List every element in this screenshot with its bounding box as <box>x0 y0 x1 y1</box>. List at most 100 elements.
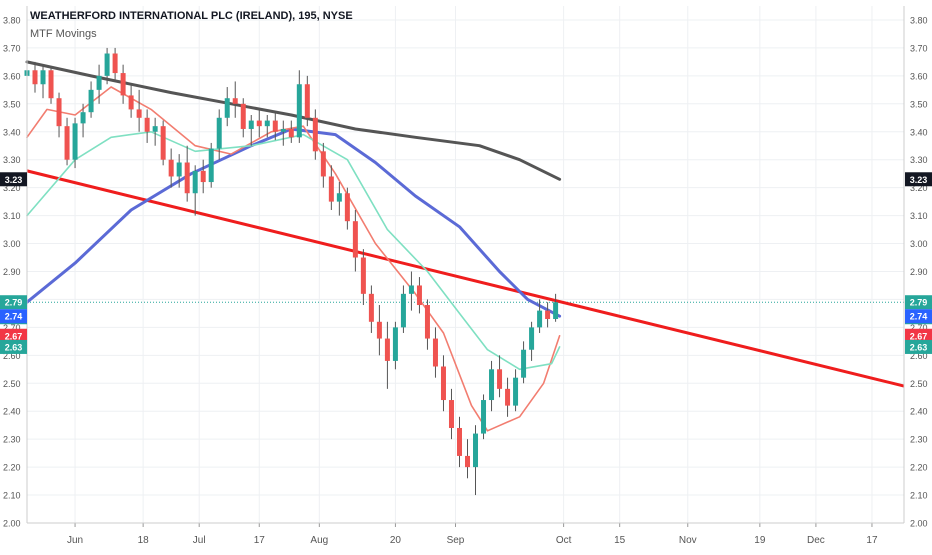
price-label-bg-left <box>0 309 27 324</box>
y-tick-label-left: 2.10 <box>3 491 21 501</box>
candle-down <box>32 70 38 85</box>
candle-up <box>152 126 158 132</box>
ma-red-line <box>26 86 561 432</box>
y-tick-label-right: 3.00 <box>910 239 928 249</box>
price-label-bg-left <box>0 295 27 310</box>
candle-up <box>553 302 559 319</box>
x-tick-label: Dec <box>807 535 825 546</box>
candle-down <box>136 109 142 118</box>
x-tick-label: 17 <box>254 535 266 546</box>
candle-down <box>424 305 430 339</box>
price-labels: 3.233.232.792.7943:2143:212.742.742.672.… <box>0 172 932 354</box>
candle-down <box>328 176 334 202</box>
candle-down <box>344 193 350 222</box>
candle-up <box>192 170 198 194</box>
candle-down <box>168 159 174 177</box>
candle-down <box>497 369 503 389</box>
candle-down <box>128 95 134 110</box>
candle-up <box>216 117 222 149</box>
candle-down <box>240 103 246 129</box>
candle-up <box>296 84 302 138</box>
candle-up <box>489 369 495 401</box>
y-tick-label-left: 2.60 <box>3 351 21 361</box>
candle-up <box>88 89 94 113</box>
candle-up <box>208 148 214 183</box>
candle-up <box>264 120 270 127</box>
price-label-left: 3.23 <box>5 175 23 185</box>
y-tick-label-left: 3.30 <box>3 155 21 165</box>
indicator-name: MTF Movings <box>30 28 97 40</box>
price-label-bg-right <box>905 172 932 187</box>
candle-down <box>505 388 511 406</box>
y-tick-label-left: 2.00 <box>3 519 21 529</box>
y-tick-label-right: 3.70 <box>910 43 928 53</box>
candle-down <box>432 338 438 367</box>
y-tick-label-right: 2.50 <box>910 379 928 389</box>
y-tick-label-right: 3.60 <box>910 71 928 81</box>
candle-down <box>440 366 446 401</box>
candle-down <box>120 73 126 96</box>
candle-up <box>513 377 519 406</box>
y-tick-label-left: 3.50 <box>3 99 21 109</box>
price-label-right: 2.74 <box>910 312 928 322</box>
candle-down <box>352 221 358 258</box>
candle-down <box>256 120 262 127</box>
candle-down <box>48 70 54 99</box>
y-tick-label-right: 2.20 <box>910 463 928 473</box>
candle-down <box>320 151 326 177</box>
ma-blue-line <box>25 127 562 318</box>
moving-averages <box>25 60 562 432</box>
candle-down <box>304 84 310 118</box>
price-label-right: 2.79 <box>910 298 928 308</box>
candle-up <box>176 162 182 177</box>
y-tick-label-left: 2.30 <box>3 435 21 445</box>
candle-up <box>80 112 86 124</box>
price-label-bg-right <box>905 295 932 310</box>
y-tick-label-left: 2.70 <box>3 323 21 333</box>
x-tick-label: Aug <box>310 535 328 546</box>
candle-down <box>416 285 422 306</box>
candle-up <box>96 75 102 90</box>
candles <box>24 47 559 496</box>
chart-title: WEATHERFORD INTERNATIONAL PLC (IRELAND),… <box>30 10 353 22</box>
candle-up <box>408 285 414 294</box>
x-tick-label: Nov <box>679 535 697 546</box>
candle-down <box>272 120 278 132</box>
candle-down <box>232 98 238 104</box>
price-label-bg-left <box>0 328 27 343</box>
candle-down <box>288 128 294 138</box>
y-tick-label-left: 2.20 <box>3 463 21 473</box>
candle-down <box>456 427 462 456</box>
x-tick-label: 20 <box>390 535 402 546</box>
candle-down <box>384 338 390 361</box>
x-tick-label: Sep <box>447 535 465 546</box>
y-tick-label-right: 2.00 <box>910 519 928 529</box>
candle-down <box>376 321 382 339</box>
y-tick-label-right: 2.90 <box>910 267 928 277</box>
y-tick-label-left: 3.70 <box>3 43 21 53</box>
y-tick-label-left: 2.40 <box>3 407 21 417</box>
y-tick-label-right: 2.40 <box>910 407 928 417</box>
candle-down <box>312 117 318 152</box>
candle-up <box>248 120 254 129</box>
y-tick-label-right: 2.30 <box>910 435 928 445</box>
price-label-left: 2.79 <box>5 298 23 308</box>
price-label-left: 2.74 <box>5 312 23 322</box>
candle-down <box>545 310 551 319</box>
grid <box>27 6 904 524</box>
candle-up <box>473 433 479 468</box>
candle-down <box>360 257 366 294</box>
price-label-right: 2.67 <box>910 331 928 341</box>
trendline <box>26 169 905 388</box>
candle-down <box>465 455 471 468</box>
candle-up <box>280 128 286 132</box>
x-tick-label: 19 <box>754 535 766 546</box>
candle-up <box>537 310 543 328</box>
candle-up <box>521 349 527 378</box>
y-tick-label-left: 3.60 <box>3 71 21 81</box>
price-label-bg-right <box>905 339 932 354</box>
x-tick-label: 17 <box>866 535 878 546</box>
candle-up <box>104 53 110 76</box>
